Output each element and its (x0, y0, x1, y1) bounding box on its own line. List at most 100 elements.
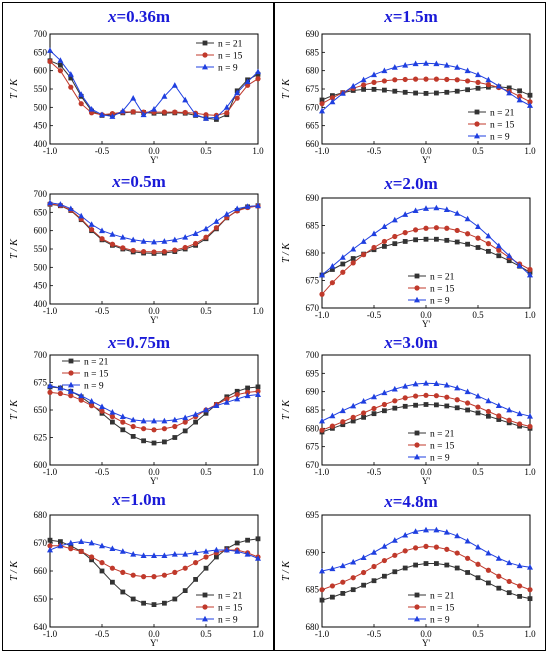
data-point (340, 419, 346, 425)
data-point (78, 392, 85, 399)
data-point (47, 58, 53, 65)
y-tick-label: 600 (34, 460, 48, 470)
data-point (68, 393, 74, 399)
data-point (361, 569, 367, 576)
data-point (506, 89, 513, 96)
x-tick-label: 1.0 (524, 629, 536, 639)
data-point (109, 565, 115, 571)
data-point (151, 238, 157, 245)
data-point (109, 231, 116, 237)
series-triangle (47, 538, 261, 561)
y-tick-label: 685 (306, 221, 320, 231)
series-square (47, 201, 261, 256)
data-point (433, 544, 439, 550)
data-point (434, 561, 439, 566)
data-point (89, 554, 95, 560)
data-point (329, 98, 336, 105)
data-point (402, 211, 409, 217)
data-point (371, 71, 377, 78)
chart-x-3-0: 670 675 680 685 690 695 700 -1.0 -0.5 0.0 0.5 1.0 Y'… (281, 350, 536, 486)
data-point (245, 385, 250, 391)
legend-label: n = 15 (430, 442, 455, 452)
data-point (130, 596, 136, 602)
series-circle (47, 201, 261, 255)
y-tick-label: 690 (306, 193, 320, 203)
data-point (475, 561, 481, 567)
data-point (413, 393, 419, 399)
data-point (433, 526, 440, 533)
series-triangle (47, 199, 261, 245)
y-tick-label: 660 (306, 139, 320, 149)
y-tick-label: 700 (34, 29, 48, 39)
data-point (382, 244, 387, 249)
data-point (475, 392, 481, 399)
data-point (434, 90, 439, 96)
y-tick-label: 690 (306, 387, 320, 397)
data-point (391, 385, 398, 392)
data-point (423, 526, 429, 533)
data-point (516, 410, 523, 417)
data-point (464, 388, 471, 395)
data-point (495, 555, 502, 561)
data-point (255, 391, 261, 397)
x-tick-label: -0.5 (95, 467, 110, 477)
data-point (110, 579, 115, 585)
x-tick-label: 1.0 (252, 306, 264, 316)
data-point (151, 417, 157, 424)
data-point (329, 280, 335, 286)
data-point (119, 107, 126, 114)
data-point (506, 559, 513, 566)
legend-label: n = 15 (430, 604, 455, 614)
data-point (245, 537, 250, 543)
data-point (485, 408, 491, 415)
data-point (496, 573, 502, 579)
data-point (517, 93, 523, 99)
data-point (444, 403, 450, 409)
chart-x-2-0: 670 675 680 685 690 -1.0 -0.5 0.0 0.5 1.0 Y' T / K n… (281, 193, 536, 329)
x-tick-label: 1.0 (252, 467, 264, 477)
data-point (319, 291, 325, 297)
data-point (234, 395, 241, 402)
data-point (234, 89, 241, 96)
data-point (192, 549, 199, 556)
y-tick-label: 675 (34, 378, 48, 388)
data-point (371, 578, 377, 584)
x-tick-label: -0.5 (367, 146, 382, 156)
data-point (140, 417, 147, 424)
data-point (141, 248, 147, 255)
data-point (109, 409, 116, 415)
data-point (182, 234, 189, 240)
panel-x-1-5: x=1.5m 660 665 670 675 680 685 690 -1.0 -0.5 0.0 0… (275, 4, 547, 165)
data-point (465, 400, 471, 406)
data-point (350, 260, 356, 266)
data-point (423, 380, 429, 386)
data-point (99, 408, 105, 414)
y-axis-label: T / K (281, 242, 292, 263)
panel-title: x=1.5m (275, 7, 547, 27)
data-point (454, 88, 460, 94)
data-point (360, 398, 367, 404)
data-point (413, 562, 418, 568)
title-variable: x (384, 492, 393, 511)
data-point (506, 85, 512, 91)
x-tick-label: -1.0 (315, 467, 330, 477)
data-point (67, 71, 74, 77)
data-point (141, 600, 146, 606)
data-point (319, 107, 325, 114)
data-point (130, 236, 137, 243)
data-point (234, 95, 240, 101)
y-tick-label: 660 (34, 566, 48, 576)
title-value: =3.0m (392, 333, 438, 352)
y-tick-label: 700 (306, 350, 320, 360)
y-tick-label: 680 (306, 66, 320, 76)
y-tick-label: 680 (306, 622, 320, 632)
y-axis-label: T / K (9, 238, 20, 259)
data-point (172, 247, 178, 253)
chart-x-0-36: 400 450 500 550 600 650 700 -1.0 -0.5 0.0 0.5 1.0 Y'… (9, 29, 264, 165)
panel-x-0-5: x=0.5m 400 450 500 550 600 650 700 -1.0 -0.5 0.0 0… (3, 164, 275, 325)
data-point (234, 388, 240, 394)
legend-marker (414, 615, 420, 622)
y-tick-label: 685 (306, 585, 320, 595)
data-point (350, 587, 356, 593)
legend: n = 21 n = 15 n = 9 (196, 592, 243, 626)
